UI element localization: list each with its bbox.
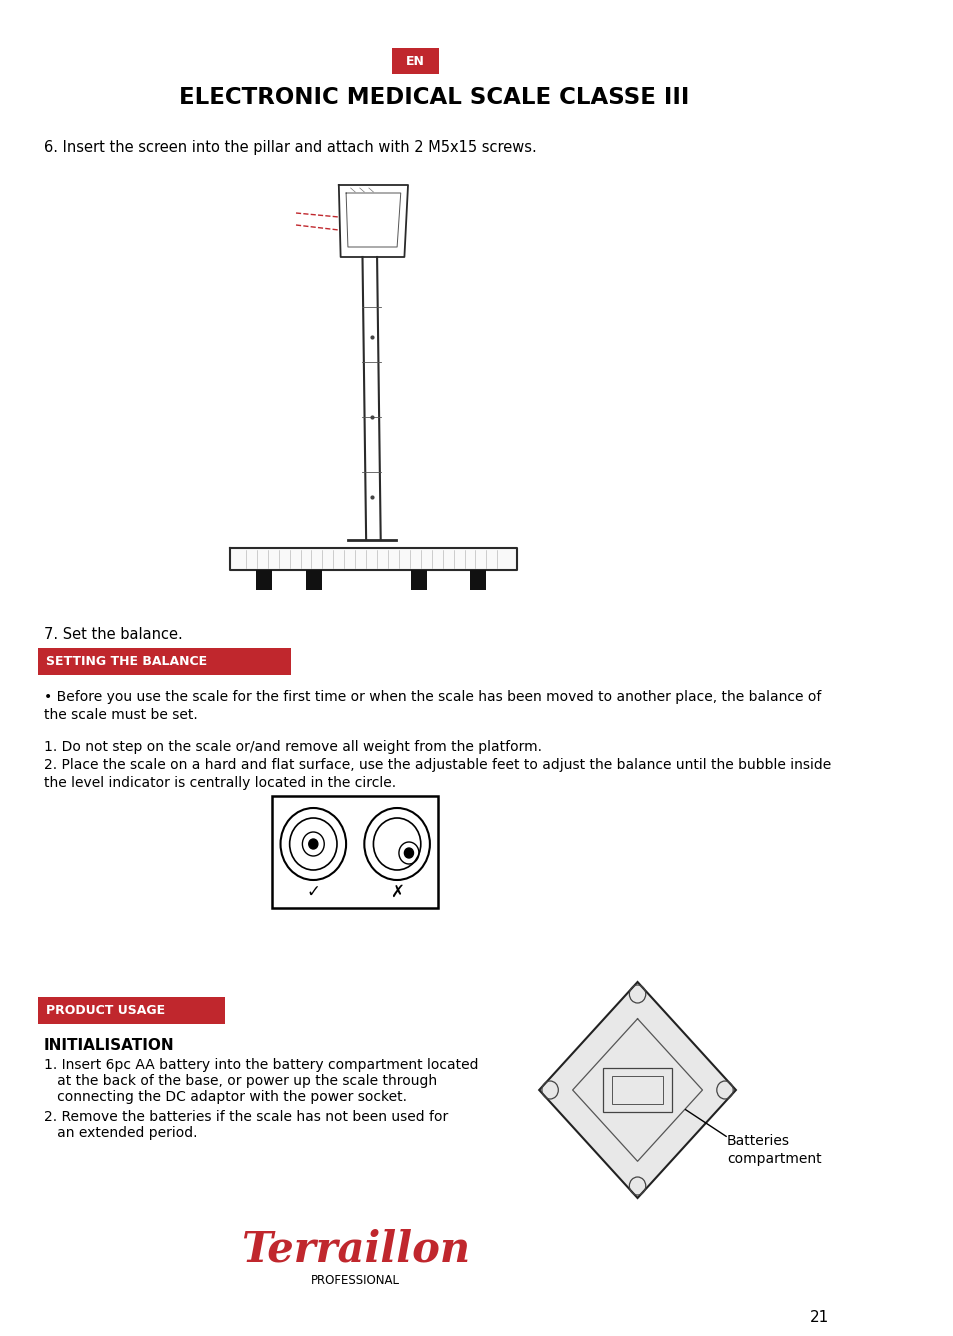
Text: 2. Remove the batteries if the scale has not been used for: 2. Remove the batteries if the scale has… [44, 1110, 448, 1124]
Polygon shape [230, 548, 517, 570]
Text: SETTING THE BALANCE: SETTING THE BALANCE [46, 655, 207, 668]
Text: at the back of the base, or power up the scale through: at the back of the base, or power up the… [44, 1074, 436, 1088]
Text: 21: 21 [809, 1311, 828, 1325]
Text: Terraillon: Terraillon [240, 1228, 469, 1271]
Text: 1. Do not step on the scale or/and remove all weight from the platform.: 1. Do not step on the scale or/and remov… [44, 740, 541, 754]
Text: an extended period.: an extended period. [44, 1126, 197, 1140]
Bar [38, 997, 225, 1023]
Bar [272, 796, 437, 908]
Text: ✗: ✗ [390, 883, 404, 900]
Bar [470, 570, 486, 591]
Bar [411, 570, 427, 591]
Text: 1. Insert 6pc AA battery into the battery compartment located: 1. Insert 6pc AA battery into the batter… [44, 1058, 477, 1071]
Text: 7. Set the balance.: 7. Set the balance. [44, 627, 182, 643]
Text: ELECTRONIC MEDICAL SCALE CLASSE III: ELECTRONIC MEDICAL SCALE CLASSE III [179, 86, 689, 110]
Bar [392, 48, 438, 73]
Bar [612, 1075, 662, 1104]
Text: the level indicator is centrally located in the circle.: the level indicator is centrally located… [44, 776, 395, 790]
Text: Batteries
compartment: Batteries compartment [726, 1134, 821, 1166]
Polygon shape [538, 982, 735, 1198]
Bar [38, 648, 292, 675]
Bar [306, 570, 322, 591]
Text: INITIALISATION: INITIALISATION [44, 1038, 174, 1053]
Text: 2. Place the scale on a hard and flat surface, use the adjustable feet to adjust: 2. Place the scale on a hard and flat su… [44, 758, 830, 772]
Circle shape [309, 839, 317, 848]
Text: connecting the DC adaptor with the power socket.: connecting the DC adaptor with the power… [44, 1090, 406, 1104]
Text: 6. Insert the screen into the pillar and attach with 2 M5x15 screws.: 6. Insert the screen into the pillar and… [44, 140, 536, 155]
Text: • Before you use the scale for the first time or when the scale has been moved t: • Before you use the scale for the first… [44, 689, 821, 704]
Text: PROFESSIONAL: PROFESSIONAL [311, 1275, 399, 1287]
Text: the scale must be set.: the scale must be set. [44, 708, 197, 721]
Bar [255, 570, 272, 591]
Text: PRODUCT USAGE: PRODUCT USAGE [46, 1003, 165, 1017]
Text: EN: EN [405, 55, 424, 68]
Circle shape [404, 848, 413, 858]
Text: ✓: ✓ [306, 883, 320, 900]
Bar [602, 1067, 672, 1112]
